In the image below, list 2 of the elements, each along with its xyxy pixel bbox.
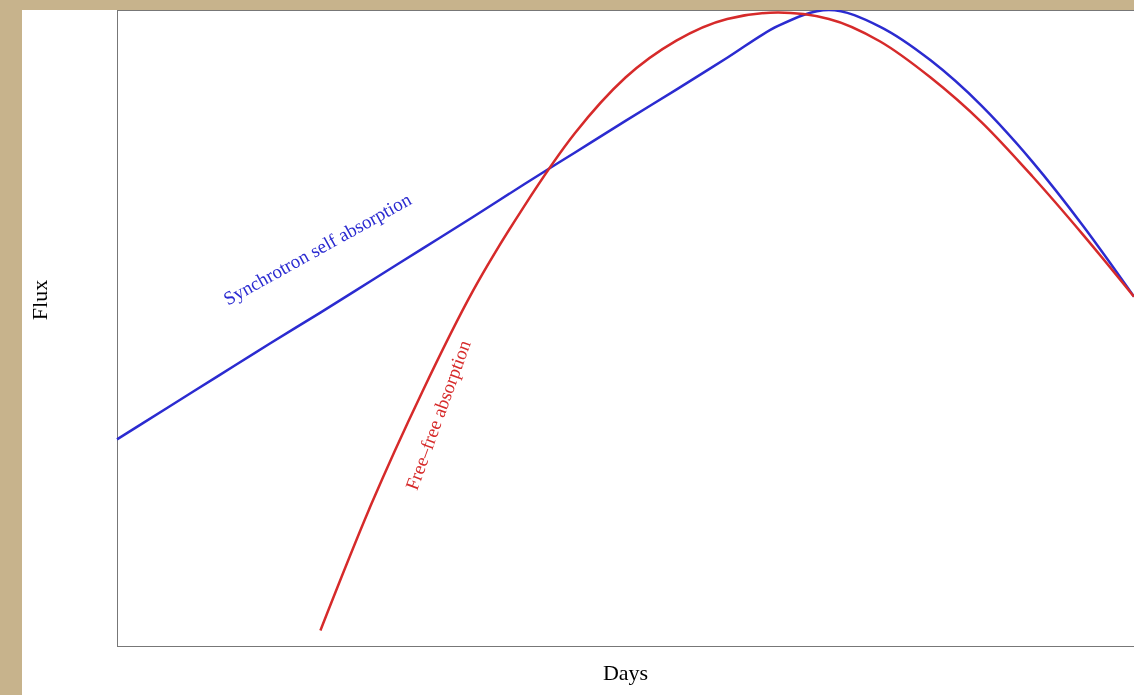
- x-axis-title: Days: [601, 660, 650, 686]
- y-axis-title: Flux: [27, 279, 53, 321]
